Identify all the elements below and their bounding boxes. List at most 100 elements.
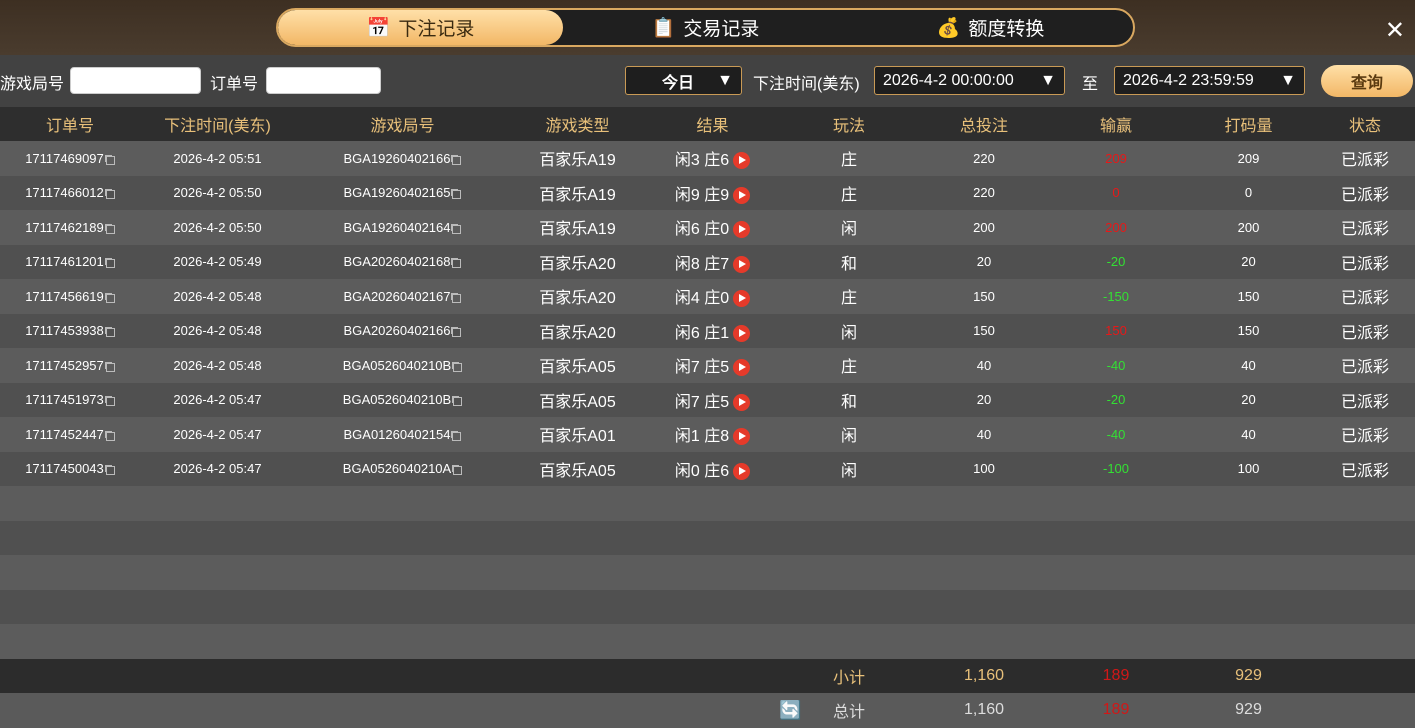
cell-bet-type: 庄 xyxy=(780,279,918,314)
play-replay-icon[interactable] xyxy=(733,221,751,239)
bet-time-value: 2026-4-2 05:50 xyxy=(173,219,262,235)
cell-total-bet: 20 xyxy=(918,382,1050,417)
cell-game-type: 百家乐A05 xyxy=(510,451,645,486)
copy-icon[interactable] xyxy=(452,259,462,269)
result-value: 闲8 庄7 xyxy=(674,255,730,273)
copy-icon[interactable] xyxy=(105,293,115,303)
cell-win-loss: -40 xyxy=(1050,417,1182,452)
status-value: 已派彩 xyxy=(1340,359,1389,377)
game-type-value: 百家乐A01 xyxy=(539,428,616,446)
close-icon[interactable]: ✕ xyxy=(1384,17,1405,44)
copy-icon[interactable] xyxy=(452,155,462,165)
cell-turnover: 40 xyxy=(1182,348,1315,383)
cell-game-type: 百家乐A05 xyxy=(510,348,645,383)
copy-icon[interactable] xyxy=(453,466,463,476)
win-loss-value: -20 xyxy=(1106,254,1126,270)
cell-win-loss: -40 xyxy=(1050,348,1182,383)
result-value: 闲6 庄0 xyxy=(674,221,730,239)
tab-credit-transfer[interactable]: 💰 额度转换 xyxy=(936,17,1045,41)
play-replay-icon[interactable] xyxy=(733,152,751,170)
copy-icon[interactable] xyxy=(105,259,115,269)
play-replay-icon[interactable] xyxy=(733,290,751,308)
copy-icon[interactable] xyxy=(105,328,115,338)
table-row: 17117452447 2026-4-2 05:47 BGA01260402154 百… xyxy=(0,417,1415,452)
bet-type-value: 闲 xyxy=(840,324,857,342)
copy-icon[interactable] xyxy=(105,362,115,372)
cell-bet-time: 2026-4-2 05:47 xyxy=(140,382,295,417)
bet-time-value: 2026-4-2 05:50 xyxy=(173,185,262,201)
refresh-icon[interactable]: 🔄 xyxy=(779,699,802,720)
cell-status: 已派彩 xyxy=(1315,141,1415,176)
total-turnover: 929 xyxy=(1182,693,1315,728)
play-replay-icon[interactable] xyxy=(733,462,751,480)
total-winloss: 189 xyxy=(1050,693,1182,728)
status-value: 已派彩 xyxy=(1340,428,1389,446)
play-replay-icon[interactable] xyxy=(733,428,751,446)
filter-bar: 游戏局号 订单号 今日 ▼ 下注时间(美东) 2026-4-2 00:00:00 ▼… xyxy=(0,55,1415,107)
copy-icon[interactable] xyxy=(105,466,115,476)
header-bet-type: 玩法 xyxy=(780,107,918,141)
copy-icon[interactable] xyxy=(452,224,462,234)
turnover-value: 200 xyxy=(1237,219,1260,235)
order-no-value: 17117453938 xyxy=(25,323,104,339)
play-replay-icon[interactable] xyxy=(733,393,751,411)
order-no-value: 17117469097 xyxy=(25,150,104,166)
bet-time-value: 2026-4-2 05:47 xyxy=(173,461,262,477)
round-input[interactable] xyxy=(70,67,201,94)
start-time-select[interactable]: 2026-4-2 00:00:00 ▼ xyxy=(874,66,1065,95)
end-time-select[interactable]: 2026-4-2 23:59:59 ▼ xyxy=(1114,66,1305,95)
total-bet-value: 150 xyxy=(973,288,995,304)
total-bet-value: 100 xyxy=(973,461,995,477)
coins-icon: 💰 xyxy=(936,17,961,39)
order-no-value: 17117452447 xyxy=(25,426,104,442)
bet-time-value: 2026-4-2 05:47 xyxy=(173,392,262,408)
cell-total-bet: 20 xyxy=(918,244,1050,279)
order-no-value: 17117456619 xyxy=(25,288,104,304)
bet-type-value: 闲 xyxy=(840,221,857,239)
game-type-value: 百家乐A19 xyxy=(539,221,616,239)
order-no-value: 17117450043 xyxy=(25,461,104,477)
subtotal-winloss: 189 xyxy=(1050,658,1182,693)
status-value: 已派彩 xyxy=(1340,462,1389,480)
tab-transaction-records[interactable]: 📋 交易记录 xyxy=(651,17,760,41)
copy-icon[interactable] xyxy=(452,431,462,441)
result-value: 闲0 庄6 xyxy=(674,462,730,480)
game-type-value: 百家乐A05 xyxy=(539,359,616,377)
copy-icon[interactable] xyxy=(453,397,463,407)
cell-total-bet: 100 xyxy=(918,451,1050,486)
copy-icon[interactable] xyxy=(105,190,115,200)
cell-win-loss: -20 xyxy=(1050,382,1182,417)
round-no-value: BGA19260402164 xyxy=(343,219,451,235)
tab-bet-records[interactable]: 📅 下注记录 xyxy=(278,10,563,45)
win-loss-value: -100 xyxy=(1102,461,1130,477)
cell-bet-time: 2026-4-2 05:47 xyxy=(140,417,295,452)
cell-turnover: 200 xyxy=(1182,210,1315,245)
copy-icon[interactable] xyxy=(452,293,462,303)
turnover-value: 209 xyxy=(1237,150,1260,166)
period-select[interactable]: 今日 ▼ xyxy=(625,66,742,95)
cell-bet-time: 2026-4-2 05:48 xyxy=(140,348,295,383)
result-value: 闲9 庄9 xyxy=(674,186,730,204)
time-label: 下注时间(美东) xyxy=(753,76,860,93)
cell-round-no: BGA20260402168 xyxy=(295,244,510,279)
copy-icon[interactable] xyxy=(452,328,462,338)
play-replay-icon[interactable] xyxy=(733,359,751,377)
cell-bet-type: 闲 xyxy=(780,417,918,452)
copy-icon[interactable] xyxy=(105,155,115,165)
win-loss-value: 200 xyxy=(1105,219,1127,235)
copy-icon[interactable] xyxy=(105,431,115,441)
copy-icon[interactable] xyxy=(452,190,462,200)
copy-icon[interactable] xyxy=(105,397,115,407)
cell-status: 已派彩 xyxy=(1315,417,1415,452)
play-replay-icon[interactable] xyxy=(733,255,751,273)
bet-type-value: 庄 xyxy=(840,359,857,377)
play-replay-icon[interactable] xyxy=(733,324,751,342)
table-row: 17117456619 2026-4-2 05:48 BGA20260402167 百… xyxy=(0,279,1415,314)
header-order-no: 订单号 xyxy=(0,107,140,141)
order-input[interactable] xyxy=(266,67,381,94)
query-button[interactable]: 查询 xyxy=(1321,65,1413,97)
cell-win-loss: -100 xyxy=(1050,451,1182,486)
copy-icon[interactable] xyxy=(453,362,463,372)
copy-icon[interactable] xyxy=(105,224,115,234)
play-replay-icon[interactable] xyxy=(733,186,751,204)
